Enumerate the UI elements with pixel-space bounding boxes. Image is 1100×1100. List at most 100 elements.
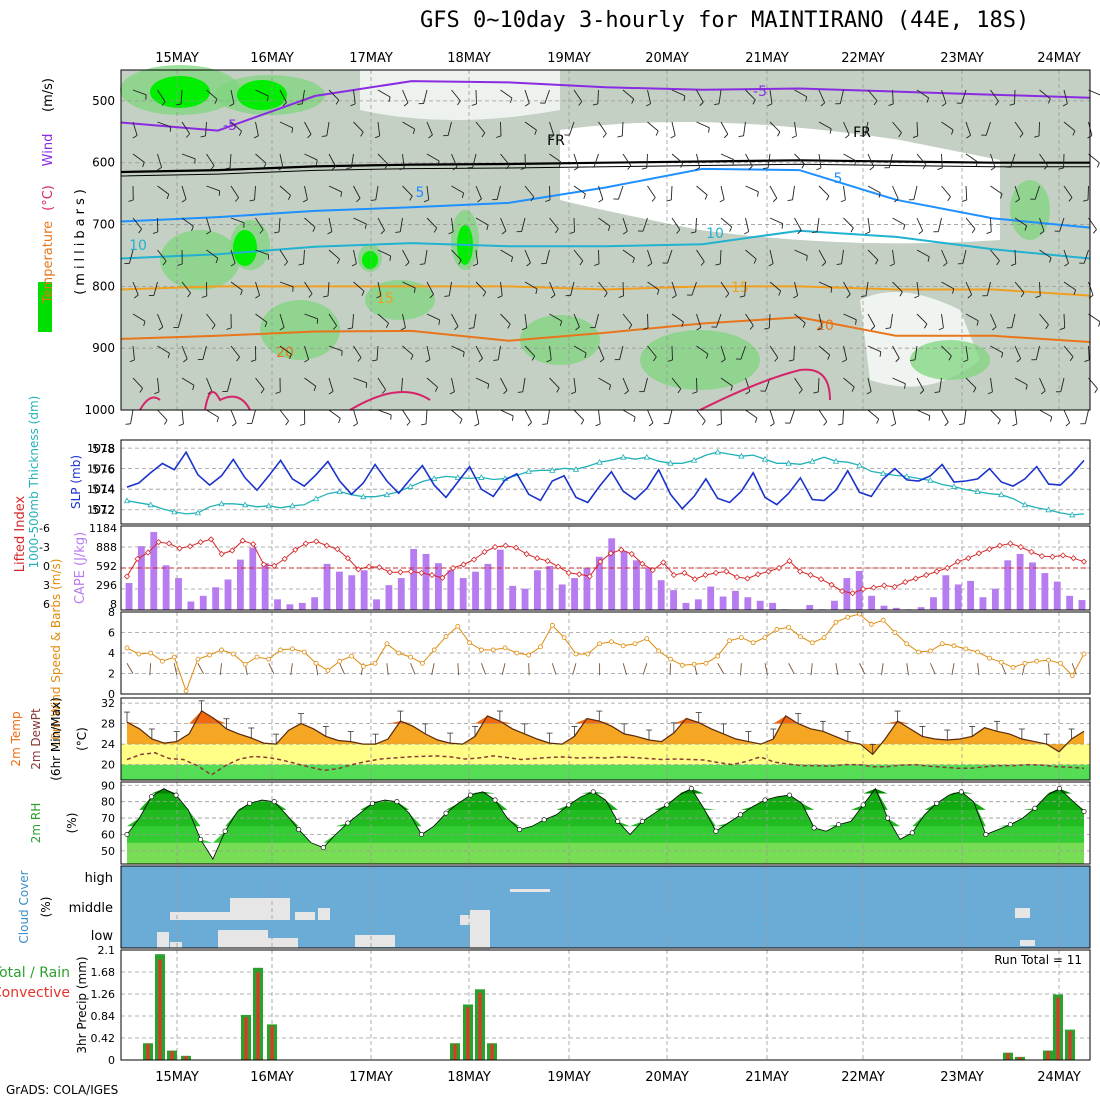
thickness-point — [856, 461, 863, 468]
wind-barb — [622, 409, 636, 418]
wind-barb-flag — [793, 295, 798, 299]
wind-barb-flag — [681, 321, 684, 327]
wind-barb-flag — [302, 199, 308, 203]
wind-barb — [990, 153, 996, 168]
wind-barb — [1063, 121, 1076, 132]
y-tick-label: 0 — [43, 560, 50, 573]
wind-barb — [1039, 217, 1045, 232]
wind-barb-flag — [716, 423, 722, 426]
wind-barb-flag — [753, 258, 757, 264]
cape-bar — [979, 597, 987, 610]
wind-barb-flag — [919, 389, 925, 395]
wind-barb-flag — [912, 135, 918, 138]
wind-barb-flag — [798, 389, 803, 394]
wind-barb-flag — [474, 423, 480, 427]
wind-barb — [457, 663, 460, 676]
ylabel-wind: Wind — [41, 134, 56, 167]
contour-label: 5 — [416, 185, 425, 201]
cape-bar — [422, 553, 430, 610]
wind-barb-flag — [509, 97, 513, 103]
wind-barb — [740, 345, 746, 360]
wind-barb — [965, 217, 976, 230]
wind-barb — [818, 281, 832, 289]
wind-point — [951, 643, 957, 649]
rh-point — [320, 845, 326, 851]
wind-barb-flag — [192, 385, 195, 391]
wind-barb — [573, 377, 577, 392]
wind-barb — [569, 121, 575, 136]
wind-barb — [230, 345, 240, 358]
wind-point — [538, 644, 543, 650]
y-tick-label: 2 — [108, 668, 115, 681]
wind-barb-flag — [403, 102, 409, 107]
rh-point — [345, 820, 351, 826]
wind-barb — [132, 153, 145, 163]
convective-bar — [478, 992, 482, 1060]
wind-barb — [132, 377, 143, 389]
wind-barb-flag — [253, 135, 259, 139]
wind-barb — [290, 663, 293, 676]
wind-point — [372, 660, 378, 666]
wind-barb — [598, 185, 604, 200]
date-label-top: 18MAY — [447, 51, 491, 66]
li-point — [176, 545, 183, 552]
wind-barb-flag — [895, 357, 900, 363]
wind-barb — [867, 217, 871, 232]
cape-bar — [806, 605, 814, 610]
wind-barb-flag — [791, 135, 797, 139]
wind-point — [857, 611, 862, 617]
wind-barb-flag — [1045, 324, 1049, 330]
wind-barb-flag — [1035, 295, 1041, 298]
wind-barb — [965, 281, 973, 295]
wind-barb-flag — [748, 165, 753, 171]
li-point — [1080, 558, 1088, 565]
cape-bar — [323, 563, 331, 610]
cape-bar — [212, 587, 220, 610]
wind-barb-flag — [889, 263, 895, 267]
wind-barb — [597, 89, 599, 105]
wind-barb-flag — [510, 256, 514, 262]
wind-barb — [206, 249, 219, 259]
wind-barb-flag — [801, 163, 805, 169]
wind-barb-flag — [438, 319, 441, 325]
upper-air-panel: 500 600 700 800 900 1000 -5 -5 FR FR 5 5 10 10 15 15 20 2… — [38, 65, 1100, 427]
wind-barb — [818, 153, 822, 168]
cape-bar — [620, 551, 628, 610]
wind-barb-flag — [757, 191, 759, 197]
wind-barb-flag — [338, 418, 341, 424]
y-tick-label: 1184 — [89, 522, 117, 535]
wind-barb-flag — [191, 226, 194, 232]
ylabel-minmax: (6hr Min/Max) — [49, 697, 63, 781]
wind-barb-flag — [1000, 193, 1003, 199]
wind-barb-flag — [230, 263, 236, 267]
wind-barb-flag — [1069, 356, 1074, 362]
cape-bar — [694, 599, 702, 610]
rh-point — [1056, 786, 1062, 792]
date-label-top: 16MAY — [250, 51, 294, 66]
wind-barb — [304, 153, 318, 161]
wind-barb-flag — [264, 322, 268, 328]
thickness-point — [690, 456, 698, 463]
wind-barb — [913, 185, 918, 200]
wind-barb-flag — [624, 390, 629, 395]
wind-barb — [622, 217, 628, 232]
wind-barb — [352, 313, 354, 328]
wind-barb-flag — [947, 196, 951, 202]
wind-barb-flag — [700, 261, 705, 266]
cape-bar — [719, 596, 727, 610]
thickness-point — [761, 455, 769, 462]
wind-barb-flag — [350, 103, 356, 107]
wind-barb-flag — [723, 133, 729, 139]
rh-point — [885, 815, 891, 821]
wind-barb-flag — [433, 227, 438, 233]
convective-bar — [184, 1056, 188, 1060]
wind-barb-flag — [575, 326, 580, 331]
wind-barb-flag — [599, 358, 605, 363]
wind-point — [892, 630, 898, 635]
wind-barb — [767, 153, 771, 168]
wind-barb-flag — [817, 327, 823, 331]
y-tick-label: -6 — [39, 522, 50, 535]
thickness-point — [832, 457, 840, 464]
cloud-block — [510, 889, 550, 892]
ylabel-precip: 3hr Precip (mm) — [75, 956, 89, 1053]
